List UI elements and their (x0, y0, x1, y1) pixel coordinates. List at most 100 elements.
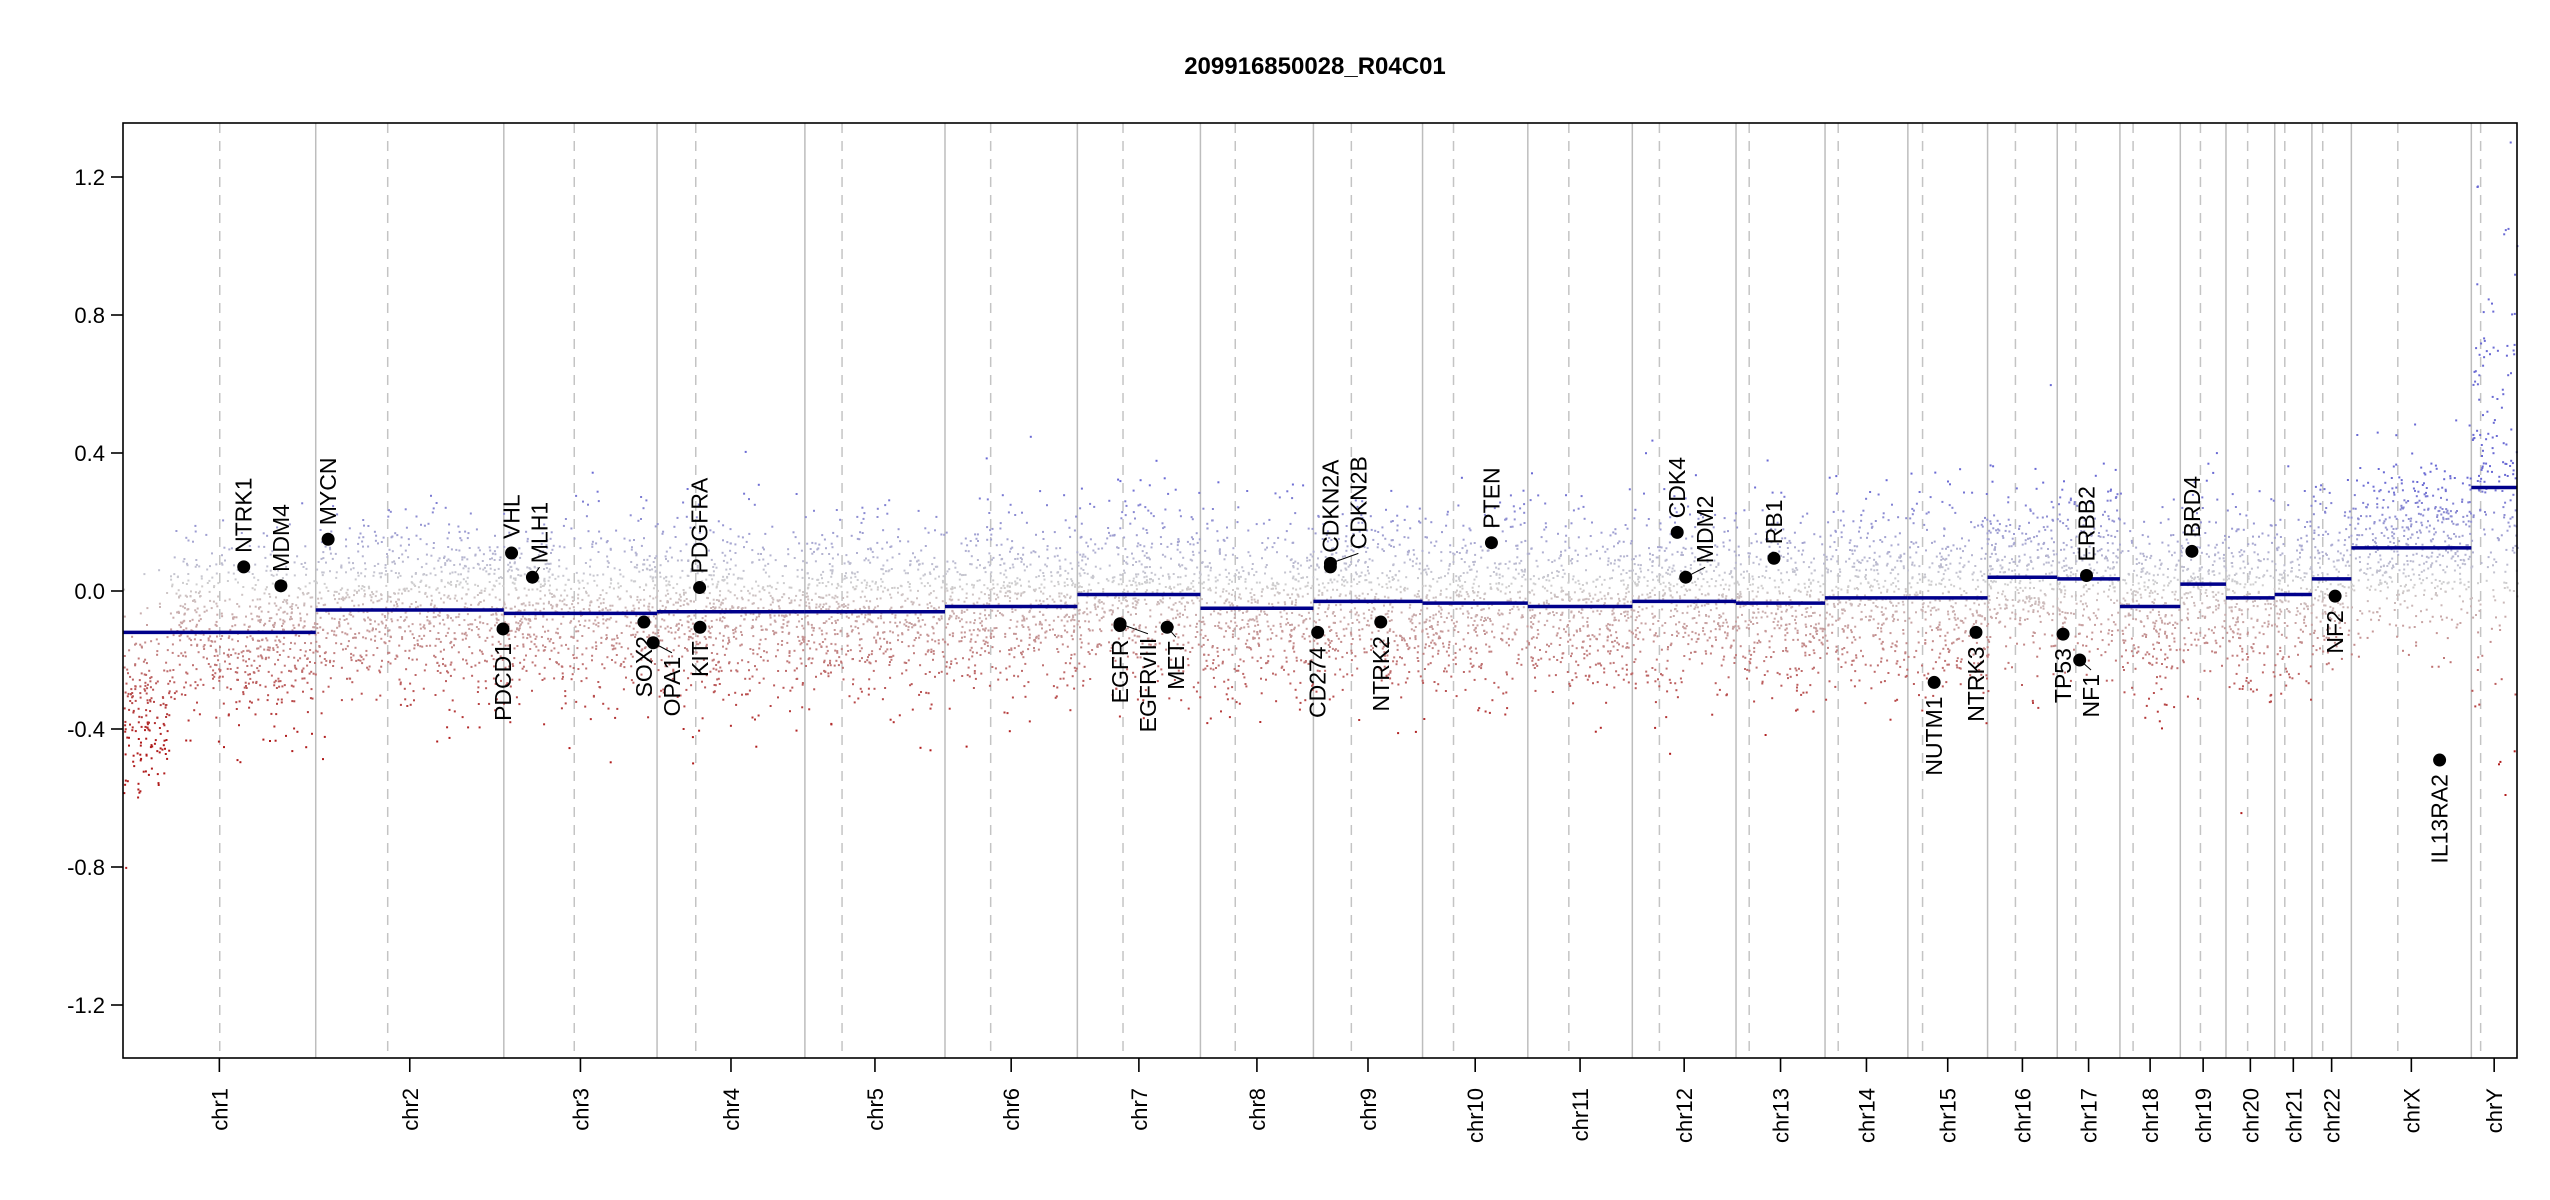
probe-point (964, 549, 967, 552)
probe-point (443, 555, 446, 558)
probe-point (1223, 635, 1226, 638)
probe-point (633, 566, 636, 569)
probe-point (882, 564, 885, 567)
probe-point (137, 657, 140, 660)
probe-point (1231, 553, 1234, 556)
probe-point (705, 674, 708, 677)
probe-point (492, 613, 495, 616)
probe-point (553, 647, 556, 650)
probe-point (256, 647, 259, 650)
probe-point (704, 615, 707, 618)
probe-point (867, 656, 869, 659)
probe-point (856, 579, 859, 581)
probe-point (286, 612, 289, 615)
probe-point (894, 616, 897, 619)
probe-point (987, 629, 990, 632)
probe-point (541, 532, 544, 535)
probe-point (1012, 566, 1015, 569)
probe-point (1244, 642, 1247, 645)
probe-point (1142, 666, 1145, 669)
probe-point (991, 558, 993, 561)
probe-point (1087, 628, 1090, 631)
probe-point (677, 629, 680, 631)
probe-point (834, 619, 837, 622)
probe-point (194, 681, 197, 684)
probe-point (493, 559, 496, 561)
probe-point (677, 644, 680, 647)
probe-point (161, 748, 164, 751)
probe-point (1202, 616, 1204, 619)
probe-point (283, 664, 286, 667)
probe-point (990, 571, 993, 574)
probe-point (529, 635, 532, 638)
probe-point (1216, 530, 1219, 533)
probe-point (732, 606, 735, 609)
probe-point (1175, 616, 1177, 619)
probe-point (1126, 655, 1129, 658)
probe-point (1006, 590, 1009, 593)
probe-point (528, 604, 531, 607)
probe-point (341, 587, 344, 590)
probe-point (647, 716, 650, 719)
probe-point (809, 647, 812, 650)
probe-point (1125, 600, 1128, 603)
probe-point (1132, 557, 1135, 560)
probe-point (280, 698, 283, 701)
probe-point (1109, 534, 1112, 537)
probe-point (1032, 615, 1035, 618)
probe-point (1096, 643, 1099, 646)
probe-point (1004, 595, 1007, 598)
probe-point (652, 615, 655, 618)
probe-point (1069, 535, 1072, 538)
probe-point (769, 616, 772, 619)
probe-point (325, 586, 328, 589)
probe-point (214, 623, 217, 626)
probe-point (755, 668, 758, 671)
probe-point (274, 639, 277, 642)
probe-point (1172, 603, 1175, 606)
probe-point (640, 673, 643, 676)
probe-point (868, 618, 871, 621)
probe-point (139, 790, 142, 793)
probe-point (1014, 609, 1017, 612)
probe-point (327, 685, 330, 688)
probe-point (1057, 583, 1060, 586)
probe-point (807, 598, 810, 601)
probe-point (1066, 584, 1069, 587)
probe-point (1216, 579, 1219, 582)
probe-point (287, 655, 290, 658)
probe-point (1023, 685, 1026, 688)
probe-point (281, 577, 284, 579)
probe-point (1119, 573, 1122, 576)
probe-point (980, 620, 983, 623)
probe-point (729, 542, 732, 545)
probe-point (491, 643, 494, 646)
probe-point (1108, 609, 1111, 612)
probe-point (788, 654, 791, 657)
probe-point (953, 586, 956, 589)
probe-point (804, 601, 807, 604)
probe-point (1281, 630, 1284, 633)
probe-point (178, 663, 181, 666)
probe-point (429, 572, 432, 575)
probe-point (1178, 600, 1181, 603)
probe-point (1239, 597, 1242, 600)
probe-point (824, 670, 827, 673)
probe-point (828, 593, 831, 596)
probe-point (1044, 636, 1047, 639)
probe-point (169, 669, 172, 672)
probe-point (674, 631, 677, 634)
probe-point (363, 586, 366, 588)
probe-point (186, 635, 189, 638)
probe-point (565, 567, 568, 570)
probe-point (570, 620, 573, 623)
probe-point (249, 673, 251, 676)
probe-point (821, 633, 824, 636)
probe-point (407, 556, 410, 559)
probe-point (1171, 591, 1174, 594)
probe-point (1314, 532, 1317, 535)
probe-point (992, 583, 995, 586)
probe-point (781, 631, 784, 633)
probe-point (544, 594, 546, 597)
probe-point (967, 550, 970, 553)
